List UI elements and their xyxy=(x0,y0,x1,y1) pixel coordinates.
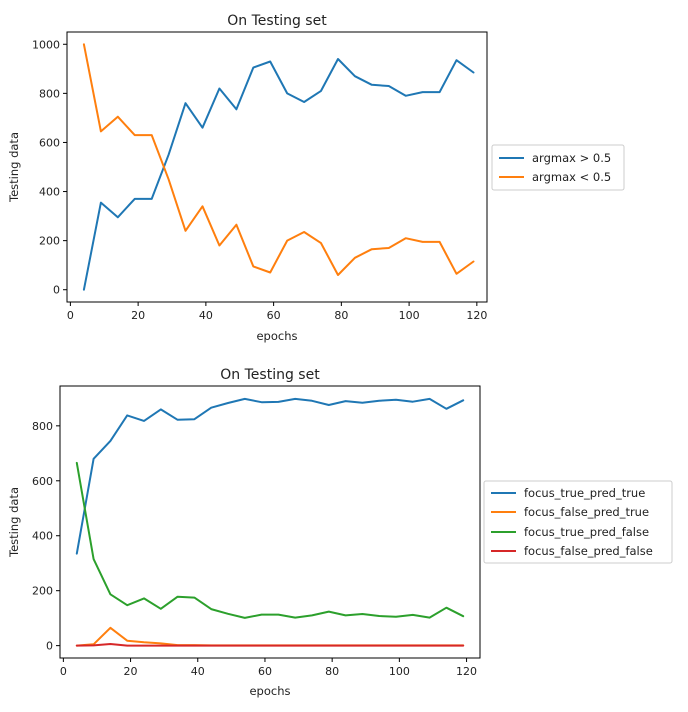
x-tick-label: 40 xyxy=(199,309,213,322)
y-axis-ticks: 0 200 400 600 800 1000 xyxy=(32,38,67,297)
y-tick-label: 200 xyxy=(32,585,53,598)
x-axis-ticks: 0 20 40 60 80 100 120 xyxy=(60,658,477,678)
x-tick-label: 20 xyxy=(124,665,138,678)
series-line-focus-false-pred-true xyxy=(75,626,465,647)
y-axis-label: Testing data xyxy=(7,487,21,558)
x-tick-label: 100 xyxy=(399,309,420,322)
x-axis-ticks: 0 20 40 60 80 100 120 xyxy=(67,302,487,322)
x-tick-label: 60 xyxy=(267,309,281,322)
x-tick-label: 100 xyxy=(389,665,410,678)
y-axis-label: Testing data xyxy=(7,132,21,203)
legend-label-argmax-gt: argmax > 0.5 xyxy=(532,151,611,165)
y-tick-label: 400 xyxy=(39,186,60,199)
y-tick-label: 600 xyxy=(39,136,60,149)
y-axis-ticks: 0 200 400 600 800 xyxy=(32,420,60,653)
series-line-focus-true-pred-true xyxy=(75,397,465,555)
y-tick-label: 600 xyxy=(32,475,53,488)
y-tick-label: 0 xyxy=(46,640,53,653)
legend-box xyxy=(491,144,625,191)
legend: focus_true_pred_true focus_false_pred_tr… xyxy=(483,480,673,564)
y-tick-label: 200 xyxy=(39,235,60,248)
legend-label-ffpt: focus_false_pred_true xyxy=(524,505,649,519)
legend-label-ffpf: focus_false_pred_false xyxy=(524,544,653,558)
x-tick-label: 120 xyxy=(456,665,477,678)
legend-label-ftpf: focus_true_pred_false xyxy=(524,525,649,539)
series-line-focus-false-pred-false xyxy=(75,643,465,647)
x-tick-label: 40 xyxy=(191,665,205,678)
chart-focus: On Testing set 0 20 40 60 80 100 120 0 200 400 60… xyxy=(7,367,673,698)
series-line-focus-true-pred-false xyxy=(75,461,465,619)
x-tick-label: 120 xyxy=(466,309,487,322)
x-tick-label: 0 xyxy=(67,309,74,322)
legend-label-ftpt: focus_true_pred_true xyxy=(524,486,645,500)
chart-title: On Testing set xyxy=(227,13,327,29)
series-layer xyxy=(75,397,465,647)
x-tick-label: 80 xyxy=(325,665,339,678)
y-tick-label: 400 xyxy=(32,530,53,543)
plot-area xyxy=(59,385,481,659)
y-tick-label: 800 xyxy=(39,87,60,100)
legend-label-argmax-lt: argmax < 0.5 xyxy=(532,170,611,184)
series-layer xyxy=(82,43,475,291)
legend: argmax > 0.5 argmax < 0.5 xyxy=(491,144,625,191)
x-axis-label: epochs xyxy=(256,329,297,343)
x-tick-label: 0 xyxy=(60,665,67,678)
y-tick-label: 0 xyxy=(53,284,60,297)
series-line-argmax-0-5 xyxy=(82,43,475,276)
chart-title: On Testing set xyxy=(220,367,320,383)
chart-argmax: On Testing set 0 20 40 60 80 100 120 0 200 400 60… xyxy=(7,13,625,343)
plot-area xyxy=(66,31,488,303)
y-tick-label: 800 xyxy=(32,420,53,433)
x-tick-label: 60 xyxy=(258,665,272,678)
x-axis-label: epochs xyxy=(249,684,290,698)
series-line-argmax-0-5 xyxy=(82,58,475,291)
y-tick-label: 1000 xyxy=(32,38,60,51)
x-tick-label: 20 xyxy=(131,309,145,322)
x-tick-label: 80 xyxy=(334,309,348,322)
legend-box xyxy=(483,480,673,564)
